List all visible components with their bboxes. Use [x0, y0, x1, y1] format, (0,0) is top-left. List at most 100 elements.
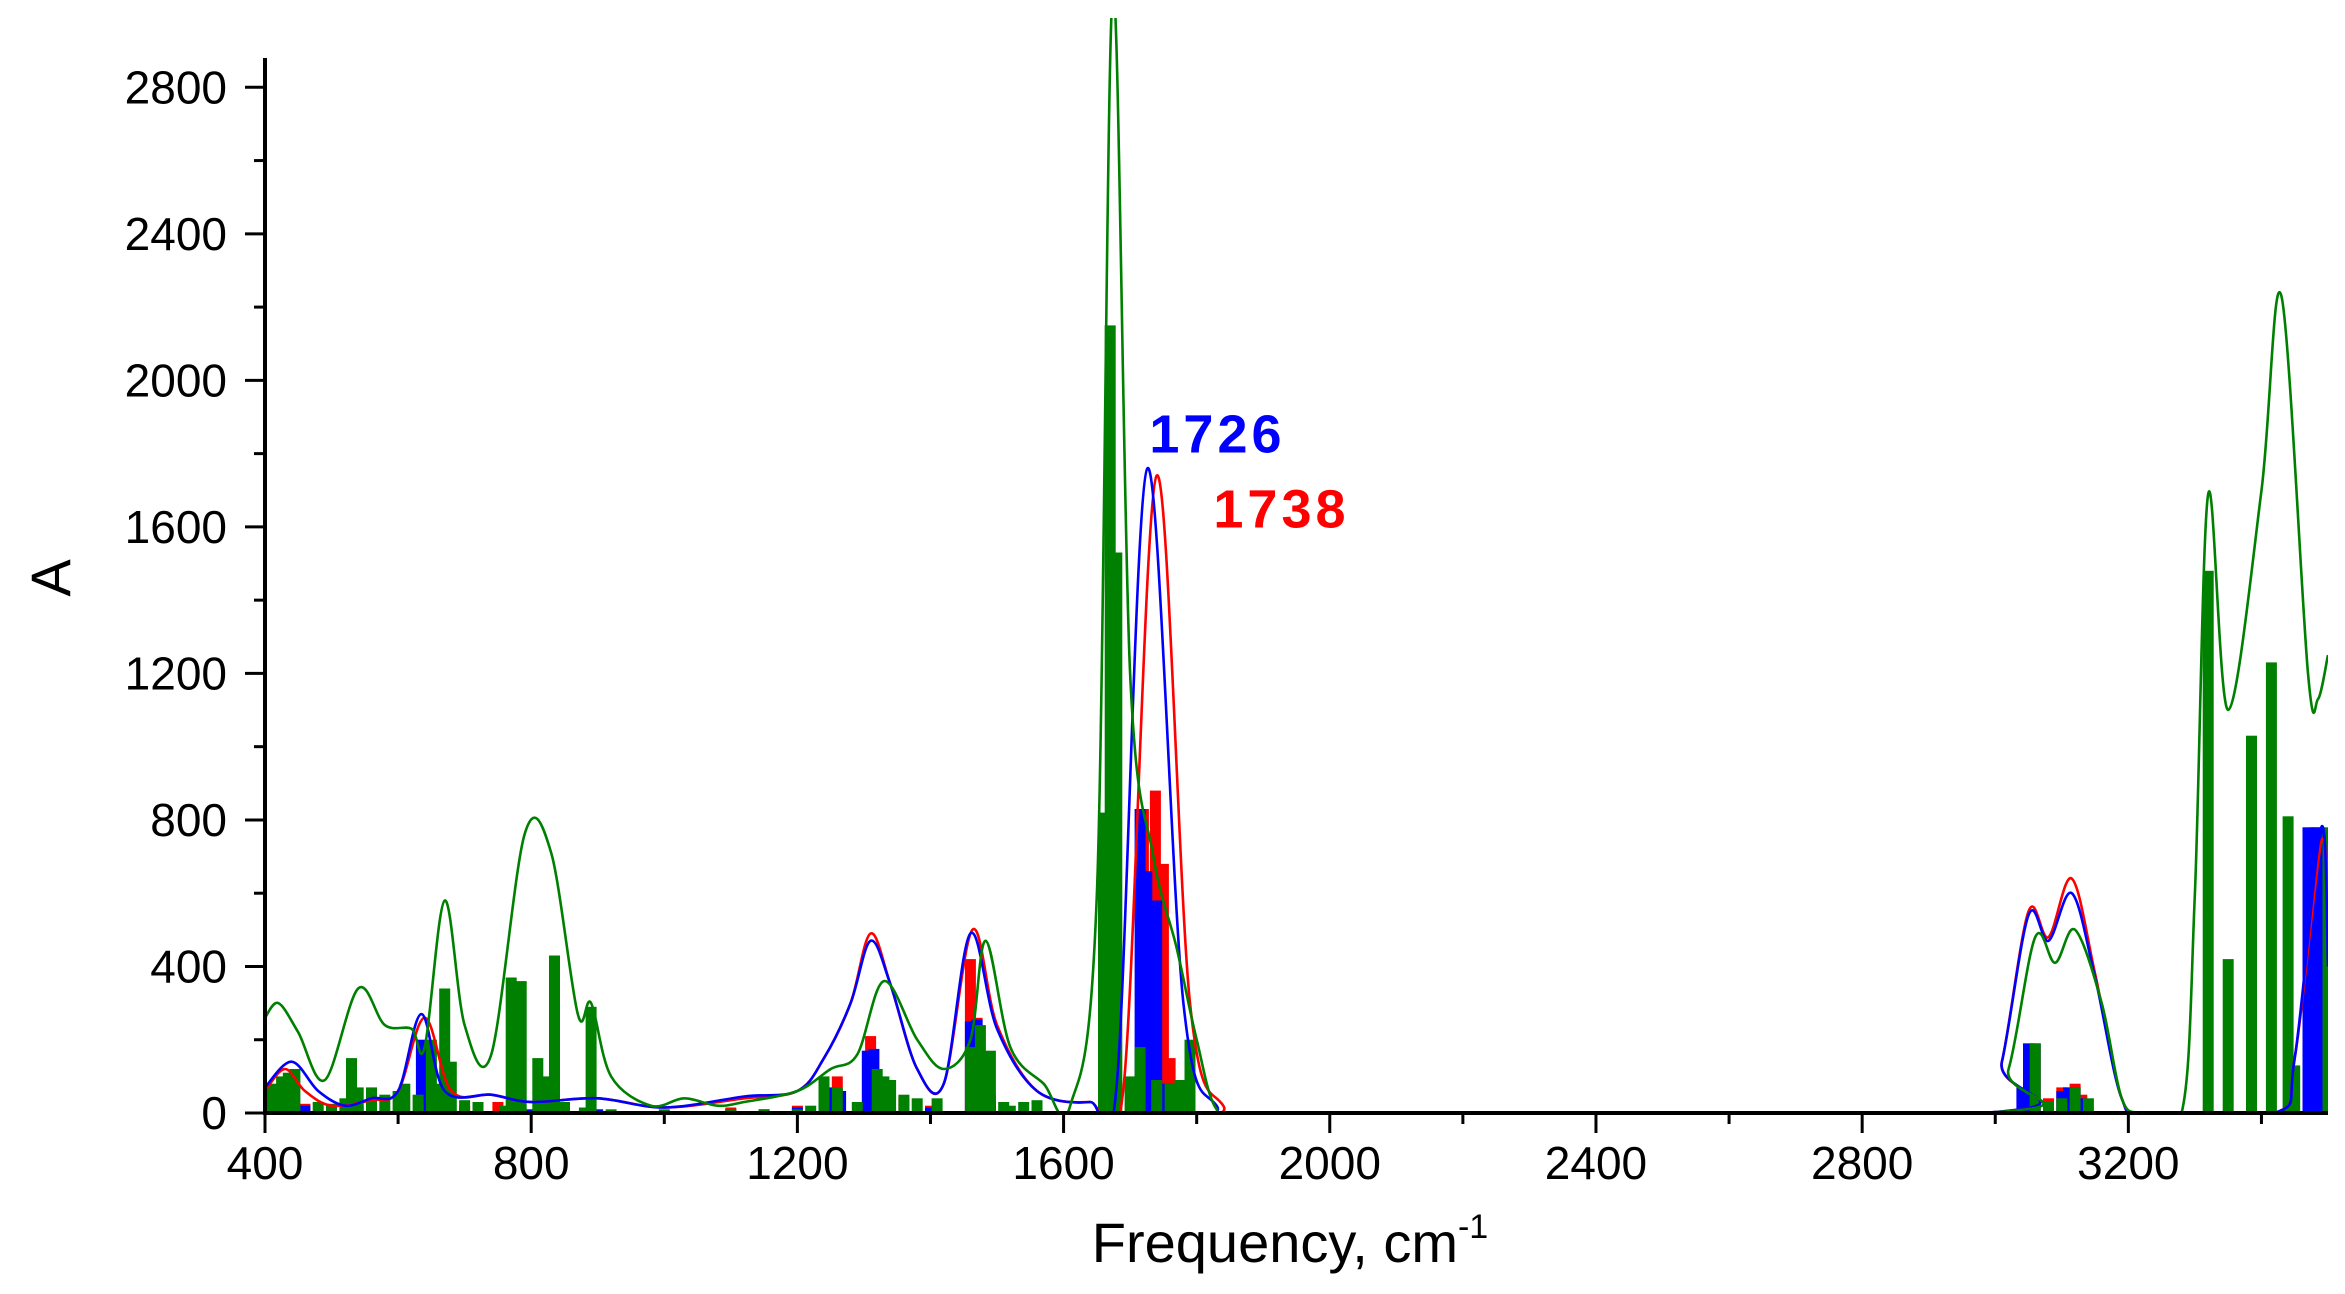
bar-2-72: [2322, 827, 2328, 1113]
bar-0-7: [492, 1102, 504, 1113]
bar-2-8: [346, 1058, 357, 1113]
bar-2-54: [1111, 552, 1123, 1113]
bar-2-39: [871, 1069, 883, 1113]
bar-2-51: [1031, 1100, 1043, 1113]
bar-2-15: [425, 1039, 437, 1113]
peak-label-1738: 1738: [1213, 480, 1349, 540]
bar-2-20: [472, 1102, 484, 1113]
x-tick-label: 2000: [1279, 1137, 1381, 1189]
bar-2-40: [878, 1076, 890, 1113]
y-tick-label: 2800: [125, 61, 227, 113]
bar-1-14: [825, 1087, 837, 1113]
bar-2-42: [898, 1094, 910, 1113]
bar-2-56: [1134, 1047, 1146, 1113]
bar-2-70: [2282, 816, 2294, 1113]
bar-2-19: [459, 1100, 471, 1113]
bar-2-44: [931, 1098, 943, 1113]
bar-2-0: [265, 1087, 274, 1113]
bar-2-43: [911, 1098, 923, 1113]
bar-2-35: [805, 1105, 817, 1113]
bar-2-24: [532, 1058, 544, 1113]
bar-2-23: [515, 981, 527, 1113]
bar-2-52: [1098, 812, 1109, 1113]
bar-2-60: [1184, 1039, 1196, 1113]
bar-2-50: [1018, 1102, 1030, 1113]
bar-1-5: [415, 1039, 427, 1113]
bar-1-16: [861, 1050, 873, 1113]
bar-2-4: [289, 1069, 301, 1113]
bar-2-61: [2029, 1043, 2041, 1113]
bar-2-38: [851, 1102, 863, 1113]
bar-2-67: [2222, 959, 2234, 1113]
bar-1-36: [2312, 827, 2324, 1113]
bar-2-37: [831, 1087, 843, 1113]
x-tick-label: 1600: [1012, 1137, 1114, 1189]
bar-2-5: [312, 1102, 324, 1113]
bar-2-57: [1151, 1080, 1163, 1113]
bar-2-55: [1124, 1076, 1136, 1113]
bar-2-48: [998, 1102, 1010, 1113]
bar-group: [265, 325, 2328, 1113]
bar-2-18: [445, 1061, 457, 1113]
x-tick-label: 1200: [746, 1137, 848, 1189]
bar-2-69: [2265, 662, 2277, 1113]
peak-label-1726: 1726: [1149, 404, 1285, 464]
y-tick-label: 800: [150, 794, 227, 846]
x-tick-label: 2400: [1545, 1137, 1647, 1189]
bar-2-36: [818, 1076, 830, 1113]
y-tick-label: 400: [150, 940, 227, 992]
bar-2-53: [1104, 325, 1116, 1113]
curve-0: [265, 474, 2328, 1113]
y-tick-label: 1600: [125, 501, 227, 553]
bar-1-28: [2023, 1043, 2034, 1113]
bar-2-47: [984, 1050, 996, 1113]
bar-1-34: [2076, 1098, 2088, 1113]
peak-annotations: 167417261738: [1111, 0, 1349, 540]
bar-1-27: [2016, 1087, 2028, 1113]
bar-2-45: [964, 1047, 976, 1113]
x-tick-label: 3200: [2077, 1137, 2179, 1189]
curve-1: [265, 466, 2328, 1113]
x-axis-title: Frequency, cm-1: [1092, 1208, 1488, 1274]
axes: 400 800 1200 1600 2000 2400 2800 32000400800120…: [125, 58, 2328, 1189]
bar-2-29: [585, 1006, 597, 1113]
y-tick-label: 2000: [125, 354, 227, 406]
bar-2-6: [326, 1103, 337, 1113]
bar-2-49: [1004, 1105, 1016, 1113]
bar-2-25: [542, 1076, 554, 1113]
bar-2-27: [559, 1102, 570, 1113]
bar-1-25: [1151, 900, 1163, 1113]
bar-2-28: [578, 1107, 590, 1113]
bar-2-63: [2056, 1098, 2068, 1113]
bar-2-65: [2082, 1098, 2094, 1113]
y-tick-label: 2400: [125, 208, 227, 260]
bar-2-26: [549, 955, 560, 1113]
bar-2-59: [1174, 1080, 1186, 1113]
bar-2-2: [276, 1076, 288, 1113]
bar-2-17: [439, 988, 451, 1113]
bar-2-71: [2289, 1065, 2301, 1113]
bar-2-21: [499, 1105, 511, 1113]
bar-2-64: [2069, 1087, 2081, 1113]
bar-1-2: [299, 1105, 311, 1113]
bar-2-1: [269, 1083, 281, 1113]
bar-2-58: [1164, 1083, 1176, 1113]
bar-1-24: [1141, 871, 1153, 1113]
y-tick-label: 1200: [125, 647, 227, 699]
bar-2-3: [282, 1072, 294, 1113]
curve-2: [265, 18, 2328, 1113]
bar-1-23: [1134, 809, 1146, 1113]
bar-2-12: [392, 1091, 404, 1113]
bar-2-22: [505, 977, 517, 1113]
bar-1-35: [2302, 827, 2314, 1113]
bar-2-14: [412, 1094, 424, 1113]
bar-2-41: [885, 1080, 897, 1113]
bar-2-11: [379, 1094, 391, 1113]
x-tick-label: 400: [227, 1137, 304, 1189]
bar-1-19: [925, 1107, 936, 1113]
labels: Frequency, cm-1 A: [19, 559, 1488, 1274]
y-axis-title: A: [19, 559, 82, 597]
bar-2-66: [2202, 570, 2214, 1113]
bar-1-32: [2063, 1087, 2074, 1113]
